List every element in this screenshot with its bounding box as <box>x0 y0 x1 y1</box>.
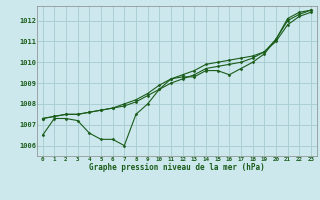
X-axis label: Graphe pression niveau de la mer (hPa): Graphe pression niveau de la mer (hPa) <box>89 163 265 172</box>
